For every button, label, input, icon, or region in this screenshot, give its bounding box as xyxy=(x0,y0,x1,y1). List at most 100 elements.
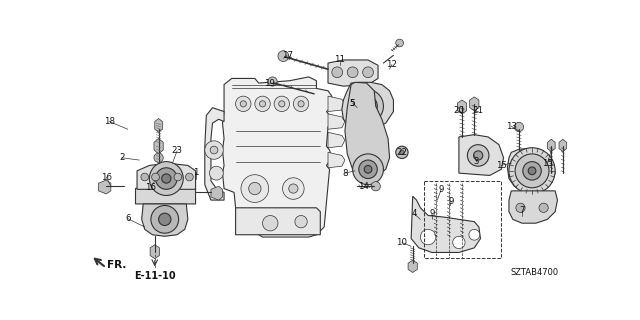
Circle shape xyxy=(371,182,380,191)
Circle shape xyxy=(268,77,277,86)
Circle shape xyxy=(279,101,285,107)
Text: 20: 20 xyxy=(453,106,465,115)
Circle shape xyxy=(278,51,289,61)
Circle shape xyxy=(515,154,549,188)
Polygon shape xyxy=(154,139,163,154)
Text: 19: 19 xyxy=(264,78,275,88)
Polygon shape xyxy=(547,139,555,152)
Bar xyxy=(424,181,501,258)
Circle shape xyxy=(151,205,179,233)
Text: 9: 9 xyxy=(438,185,444,194)
Text: 10: 10 xyxy=(396,238,408,247)
Circle shape xyxy=(515,122,524,132)
Circle shape xyxy=(205,141,223,159)
Text: 6: 6 xyxy=(125,214,131,223)
Circle shape xyxy=(356,95,378,117)
Text: 11: 11 xyxy=(334,55,345,64)
Text: 12: 12 xyxy=(387,60,397,69)
Text: 3: 3 xyxy=(474,157,479,166)
Polygon shape xyxy=(345,82,390,177)
Polygon shape xyxy=(223,77,332,237)
Text: 2: 2 xyxy=(119,153,124,162)
Circle shape xyxy=(240,101,246,107)
Circle shape xyxy=(362,101,371,111)
Polygon shape xyxy=(155,118,163,132)
Text: 17: 17 xyxy=(282,51,294,60)
Circle shape xyxy=(241,175,269,203)
Polygon shape xyxy=(211,186,223,200)
Text: 5: 5 xyxy=(350,99,355,108)
Circle shape xyxy=(396,39,403,47)
Text: E-11-10: E-11-10 xyxy=(134,271,175,281)
Circle shape xyxy=(332,67,342,78)
Circle shape xyxy=(452,236,465,249)
Text: 15: 15 xyxy=(542,159,553,168)
Circle shape xyxy=(474,151,483,160)
Text: 16: 16 xyxy=(145,182,156,191)
Circle shape xyxy=(396,146,408,158)
Circle shape xyxy=(298,101,304,107)
Polygon shape xyxy=(411,196,481,252)
Circle shape xyxy=(236,96,251,112)
Circle shape xyxy=(420,229,436,245)
Polygon shape xyxy=(141,204,188,236)
Polygon shape xyxy=(136,180,196,204)
Text: 22: 22 xyxy=(396,148,408,157)
Polygon shape xyxy=(470,97,479,111)
Circle shape xyxy=(469,229,480,240)
Circle shape xyxy=(283,178,304,199)
Circle shape xyxy=(523,162,541,180)
Polygon shape xyxy=(459,135,504,175)
Polygon shape xyxy=(328,96,345,112)
Circle shape xyxy=(186,173,193,181)
Circle shape xyxy=(363,67,373,78)
Text: 16: 16 xyxy=(100,172,112,181)
Circle shape xyxy=(262,215,278,231)
Polygon shape xyxy=(559,139,566,152)
Text: 14: 14 xyxy=(358,182,369,191)
Text: 4: 4 xyxy=(412,210,417,219)
Circle shape xyxy=(255,96,270,112)
Circle shape xyxy=(210,146,218,154)
Text: 7: 7 xyxy=(519,206,525,215)
Circle shape xyxy=(364,165,372,173)
Circle shape xyxy=(174,173,182,181)
Circle shape xyxy=(209,166,223,180)
Text: FR.: FR. xyxy=(107,260,126,270)
Polygon shape xyxy=(137,163,196,189)
Text: 9: 9 xyxy=(449,197,454,206)
Circle shape xyxy=(154,153,163,162)
Circle shape xyxy=(259,101,266,107)
Text: 1: 1 xyxy=(193,168,198,177)
Circle shape xyxy=(149,162,183,196)
Circle shape xyxy=(162,174,171,183)
Polygon shape xyxy=(408,260,417,273)
Polygon shape xyxy=(328,114,345,129)
Circle shape xyxy=(528,167,536,175)
Polygon shape xyxy=(458,100,467,114)
Text: SZTAB4700: SZTAB4700 xyxy=(510,268,559,277)
Circle shape xyxy=(295,215,307,228)
Circle shape xyxy=(152,173,159,181)
Circle shape xyxy=(539,203,548,212)
Circle shape xyxy=(249,182,261,195)
Circle shape xyxy=(289,184,298,193)
Polygon shape xyxy=(205,108,224,200)
Circle shape xyxy=(349,89,383,123)
Circle shape xyxy=(141,173,148,181)
Polygon shape xyxy=(328,60,378,86)
Circle shape xyxy=(399,150,404,155)
Text: 8: 8 xyxy=(342,169,348,178)
Text: 9: 9 xyxy=(429,210,435,219)
Circle shape xyxy=(516,203,525,212)
Polygon shape xyxy=(328,132,345,148)
Circle shape xyxy=(467,145,489,166)
Circle shape xyxy=(156,168,177,189)
Text: 18: 18 xyxy=(104,117,115,126)
Polygon shape xyxy=(99,180,111,194)
Circle shape xyxy=(348,67,358,78)
Text: 23: 23 xyxy=(172,146,182,155)
Circle shape xyxy=(293,96,308,112)
Text: 21: 21 xyxy=(473,106,484,115)
Text: 13: 13 xyxy=(506,122,516,131)
